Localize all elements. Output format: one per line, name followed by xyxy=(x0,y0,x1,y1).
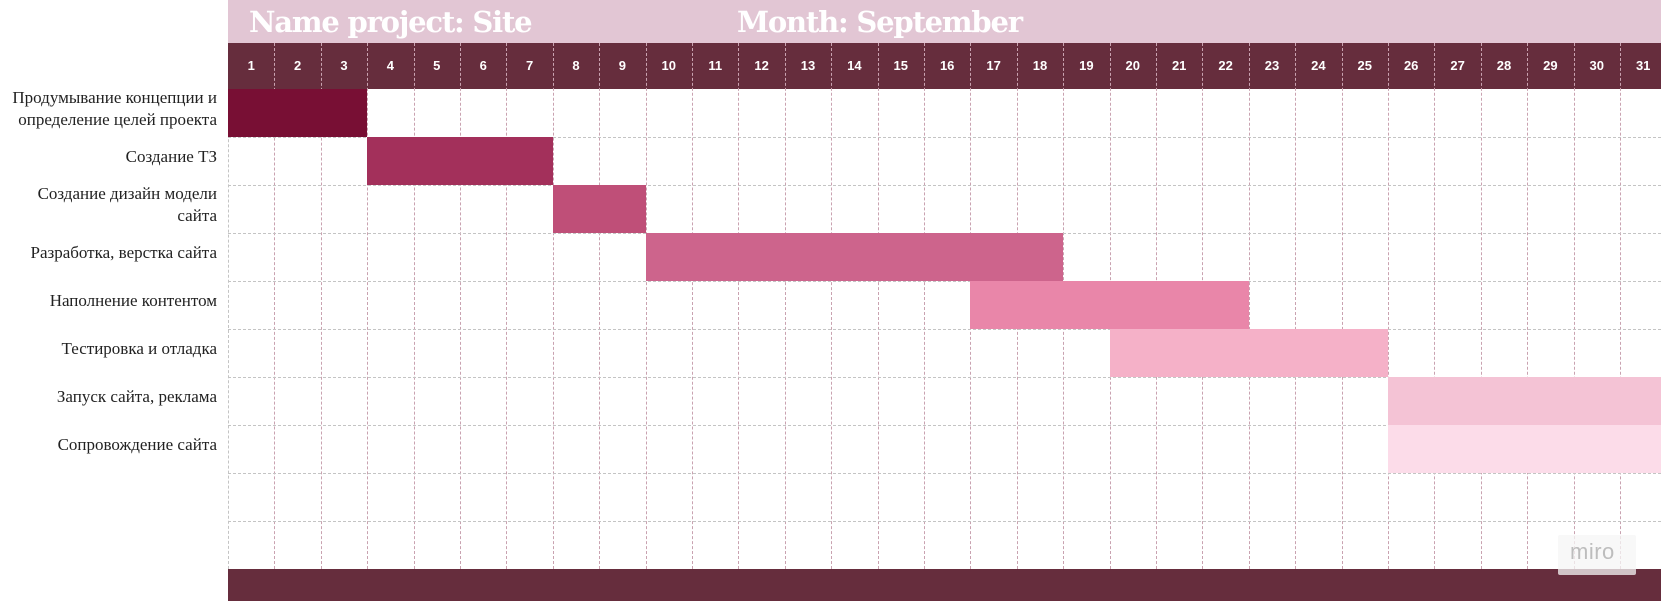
day-number: 17 xyxy=(986,58,1001,73)
grid-column-line xyxy=(552,43,554,569)
day-number: 19 xyxy=(1079,58,1094,73)
day-number: 5 xyxy=(433,58,441,73)
grid-row-line xyxy=(228,377,1661,378)
grid-row-line xyxy=(228,185,1661,186)
grid-column-line xyxy=(1573,43,1575,569)
grid-column-line xyxy=(645,43,647,569)
grid-column-line xyxy=(274,43,276,569)
grid-row-line xyxy=(228,425,1661,426)
grid-column-line xyxy=(506,43,508,569)
grid-column-line xyxy=(460,43,461,569)
grid-column-line xyxy=(1388,43,1389,569)
day-number: 31 xyxy=(1635,58,1651,73)
task-bar[interactable] xyxy=(1388,425,1661,473)
month-title: Month: September xyxy=(737,5,1023,39)
day-number: 10 xyxy=(661,58,677,73)
task-bar[interactable] xyxy=(228,89,368,137)
grid-column-line xyxy=(784,43,786,569)
day-number: 26 xyxy=(1403,58,1419,73)
grid-row-line xyxy=(228,281,1661,282)
grid-row-line xyxy=(228,521,1661,522)
day-number: 11 xyxy=(708,58,723,73)
grid-column-line xyxy=(1295,43,1297,569)
task-label: Наполнение контентом xyxy=(49,291,217,310)
task-label: Запуск сайта, реклама xyxy=(56,387,217,406)
task-bar[interactable] xyxy=(367,137,553,185)
miro-watermark-badge xyxy=(1558,535,1636,575)
day-number: 12 xyxy=(754,58,769,73)
grid-row-line xyxy=(228,473,1661,474)
day-number: 30 xyxy=(1589,58,1605,73)
grid-column-line xyxy=(877,43,879,569)
task-bar[interactable] xyxy=(645,233,1064,281)
grid-column-line xyxy=(1527,43,1529,569)
day-number: 8 xyxy=(572,58,580,73)
grid-row-line xyxy=(228,329,1661,330)
day-number: 20 xyxy=(1125,58,1141,73)
day-number: 6 xyxy=(479,58,487,73)
miro-watermark: miro xyxy=(1570,539,1615,564)
grid-column-line xyxy=(599,43,601,569)
day-number: 24 xyxy=(1311,58,1326,73)
grid-column-line xyxy=(1620,43,1621,569)
day-number: 1 xyxy=(247,58,255,73)
grid-column-line xyxy=(1248,43,1250,569)
task-bar[interactable] xyxy=(1388,377,1661,425)
day-number: 4 xyxy=(386,58,394,73)
grid-column-line xyxy=(1480,43,1482,569)
day-number: 16 xyxy=(939,58,955,73)
days-header-row xyxy=(228,43,1661,89)
task-label: Разработка, верстка сайта xyxy=(30,243,218,262)
task-bar[interactable] xyxy=(970,281,1249,329)
grid-column-line xyxy=(924,43,925,569)
grid-column-line xyxy=(738,43,740,569)
day-number: 23 xyxy=(1264,58,1280,73)
day-number: 29 xyxy=(1543,58,1558,73)
task-label: Создание ТЗ xyxy=(125,147,217,166)
day-number: 15 xyxy=(893,58,909,73)
task-bar[interactable] xyxy=(1109,329,1388,377)
task-label: Тестировка и отладка xyxy=(61,339,217,358)
grid-column-line xyxy=(1434,43,1436,569)
day-number: 28 xyxy=(1496,58,1512,73)
task-label: Создание дизайн модели сайта xyxy=(37,184,217,225)
timeline-grid xyxy=(228,43,1661,570)
day-number: 7 xyxy=(525,58,534,73)
grid-column-line xyxy=(413,43,415,569)
day-number: 13 xyxy=(800,58,816,73)
day-number: 14 xyxy=(847,58,862,73)
grid-column-line xyxy=(367,43,369,569)
footer-band xyxy=(228,569,1661,601)
grid-column-line xyxy=(831,43,833,569)
grid-column-line xyxy=(692,43,693,569)
grid-row-line xyxy=(228,137,1661,138)
day-number: 22 xyxy=(1218,58,1233,73)
grid-column-line xyxy=(320,43,322,569)
day-number: 18 xyxy=(1032,58,1048,73)
task-bar[interactable] xyxy=(552,185,646,233)
day-number: 25 xyxy=(1357,58,1373,73)
day-number: 21 xyxy=(1171,58,1187,73)
grid-column-line xyxy=(1341,43,1343,569)
day-number: 3 xyxy=(340,58,348,73)
day-number: 27 xyxy=(1450,58,1465,73)
task-label: Продумывание концепции и определение цел… xyxy=(12,88,217,129)
task-label: Сопровождение сайта xyxy=(57,435,217,454)
header-band xyxy=(228,0,1661,43)
day-number: 2 xyxy=(293,58,302,73)
project-name-title: Name project: Site xyxy=(249,5,533,39)
day-number: 9 xyxy=(618,58,626,73)
